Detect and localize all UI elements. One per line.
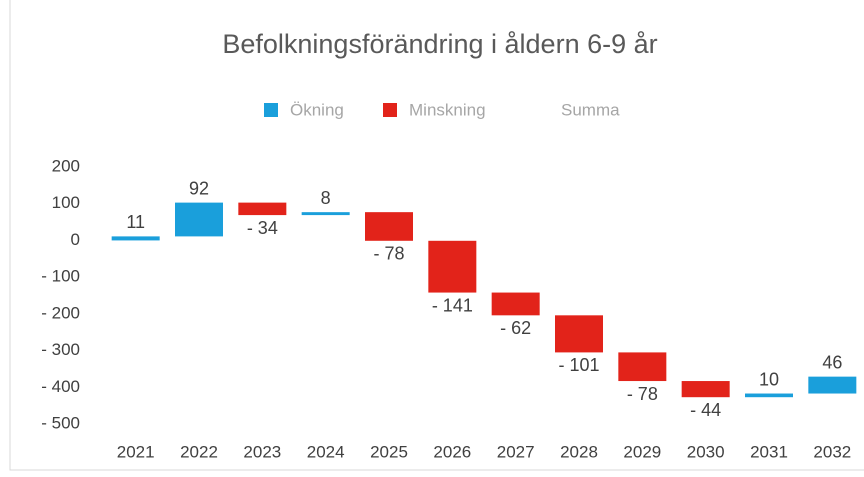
legend-label: Minskning <box>409 100 486 119</box>
legend-swatch <box>264 103 278 117</box>
y-tick-label: - 100 <box>41 267 80 286</box>
bar <box>491 292 540 316</box>
legend-label: Summa <box>561 100 620 119</box>
bar <box>175 202 223 237</box>
data-label: - 44 <box>690 400 721 420</box>
data-label: 11 <box>126 212 145 232</box>
x-tick-label: 2022 <box>180 442 218 461</box>
data-label: - 101 <box>558 355 599 375</box>
data-label: 46 <box>822 352 842 372</box>
y-tick-label: - 200 <box>41 303 80 322</box>
data-label: 92 <box>189 178 209 198</box>
data-label: - 78 <box>373 244 404 264</box>
legend-label: Ökning <box>290 100 344 119</box>
x-tick-label: 2023 <box>243 442 281 461</box>
data-label: - 78 <box>627 384 658 404</box>
data-label: - 34 <box>247 218 278 238</box>
bar <box>428 240 477 293</box>
y-tick-label: 100 <box>52 193 80 212</box>
bar <box>618 352 667 382</box>
x-tick-label: 2028 <box>560 442 598 461</box>
bar <box>808 376 857 394</box>
bar <box>301 212 350 216</box>
data-label: - 141 <box>432 295 473 315</box>
bar <box>681 381 730 398</box>
chart-border <box>9 0 864 471</box>
x-tick-label: 2032 <box>813 442 851 461</box>
y-tick-label: - 400 <box>41 377 80 396</box>
x-tick-label: 2024 <box>307 442 345 461</box>
bar <box>365 212 413 241</box>
bar <box>111 236 160 241</box>
x-tick-label: 2031 <box>750 442 788 461</box>
y-tick-label: 0 <box>71 230 80 249</box>
legend-swatch <box>383 103 397 117</box>
chart-title: Befolkningsförändring i åldern 6-9 år <box>222 29 657 59</box>
x-tick-label: 2027 <box>497 442 535 461</box>
y-tick-label: - 500 <box>41 413 80 432</box>
x-tick-label: 2021 <box>117 442 155 461</box>
x-tick-label: 2030 <box>687 442 725 461</box>
bar <box>745 393 793 398</box>
bar <box>555 315 603 353</box>
x-tick-label: 2029 <box>623 442 661 461</box>
data-label: - 62 <box>500 318 531 338</box>
y-tick-label: 200 <box>52 156 80 175</box>
bar <box>238 202 287 216</box>
x-tick-label: 2025 <box>370 442 408 461</box>
x-tick-label: 2026 <box>433 442 471 461</box>
data-label: 8 <box>321 188 331 208</box>
y-tick-label: - 300 <box>41 340 80 359</box>
legend-swatch <box>535 103 549 117</box>
data-label: 10 <box>759 369 779 389</box>
